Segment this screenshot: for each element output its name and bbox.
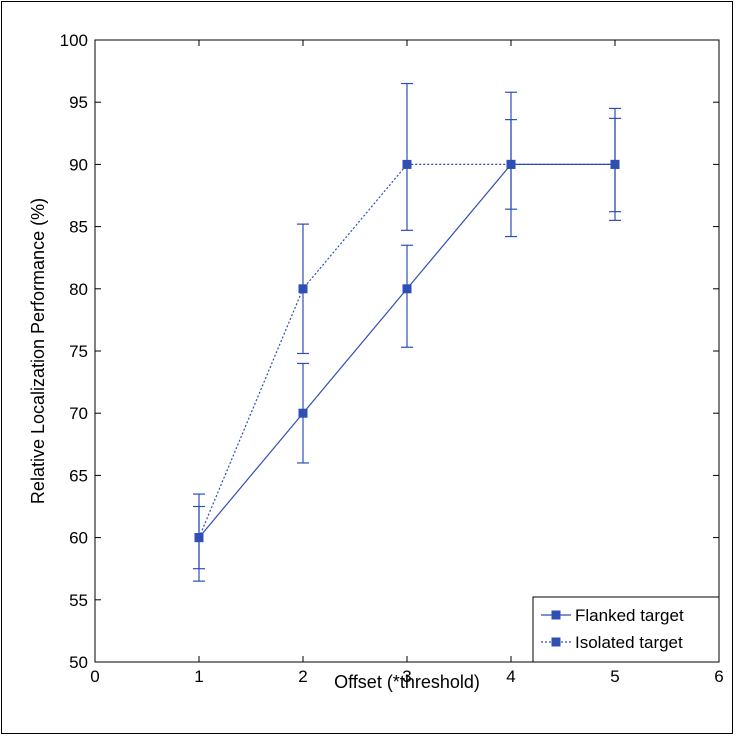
data-point xyxy=(298,284,308,294)
x-tick-label: 4 xyxy=(506,667,515,686)
legend: Flanked target Isolated target xyxy=(532,596,720,663)
series-isolated xyxy=(193,82,621,570)
y-tick-label: 55 xyxy=(69,591,88,610)
y-tick-label: 90 xyxy=(69,155,88,174)
legend-marker-flanked xyxy=(551,610,561,620)
legend-label-isolated: Isolated target xyxy=(575,633,683,652)
x-tick-label: 2 xyxy=(298,667,307,686)
y-tick-label: 100 xyxy=(60,31,88,50)
y-axis-label: Relative Localization Performance (%) xyxy=(28,198,48,504)
legend-marker-isolated xyxy=(551,637,561,647)
x-tick-label: 1 xyxy=(194,667,203,686)
y-axis-ticks: 50 55 60 65 70 75 80 85 90 95 100 xyxy=(60,31,719,672)
legend-box xyxy=(532,596,720,663)
data-point xyxy=(194,533,204,543)
y-tick-label: 80 xyxy=(69,280,88,299)
y-tick-label: 95 xyxy=(69,93,88,112)
y-tick-label: 65 xyxy=(69,466,88,485)
data-point xyxy=(402,159,412,169)
legend-entry-flanked: Flanked target xyxy=(541,606,684,625)
y-tick-label: 50 xyxy=(69,653,88,672)
y-tick-label: 60 xyxy=(69,529,88,548)
y-tick-label: 70 xyxy=(69,404,88,423)
x-tick-label: 3 xyxy=(402,667,411,686)
x-tick-label: 0 xyxy=(90,667,99,686)
series-layer xyxy=(193,82,621,582)
y-tick-label: 75 xyxy=(69,342,88,361)
x-axis-label: Offset (*threshold) xyxy=(334,672,480,692)
data-point xyxy=(298,408,308,418)
data-point xyxy=(610,159,620,169)
plot-area xyxy=(94,39,720,663)
data-point xyxy=(402,284,412,294)
x-tick-label: 6 xyxy=(714,667,723,686)
legend-label-flanked: Flanked target xyxy=(575,606,684,625)
data-point xyxy=(506,159,516,169)
y-tick-label: 85 xyxy=(69,218,88,237)
legend-entry-isolated: Isolated target xyxy=(541,633,683,652)
x-tick-label: 5 xyxy=(610,667,619,686)
